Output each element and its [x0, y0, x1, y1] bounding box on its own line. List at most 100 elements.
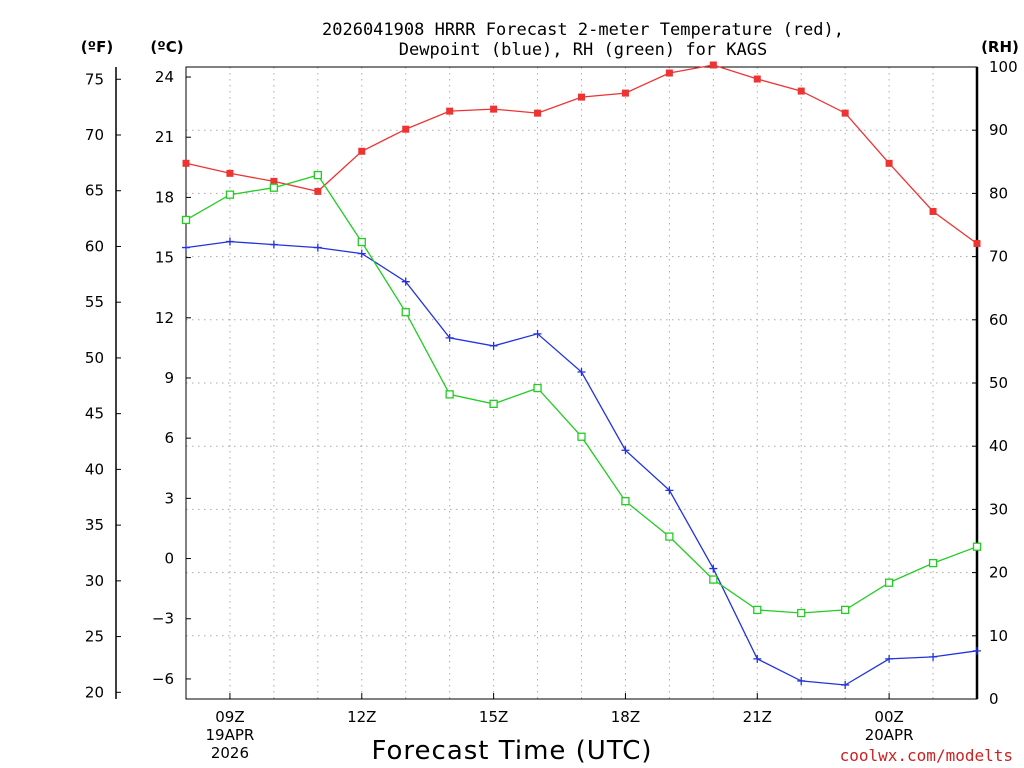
rh-point: [928, 558, 938, 568]
rh-point: [313, 170, 322, 180]
temperature-point: [797, 87, 805, 95]
fahrenheit-tick-label: 70: [85, 126, 104, 144]
dewpoint-point: [445, 333, 454, 342]
rh-point: [533, 383, 542, 393]
x-tick-label: 09Z: [215, 708, 244, 726]
temperature-point: [973, 240, 981, 248]
x-tick-label: 19APR: [206, 726, 255, 744]
temperature-point: [182, 159, 190, 167]
x-tick-label: 20APR: [865, 726, 914, 744]
x-tick-label: 12Z: [347, 708, 376, 726]
celsius-tick-label: 21: [155, 128, 174, 146]
chart-title-line-1: 2026041908 HRRR Forecast 2-meter Tempera…: [322, 20, 844, 40]
grid-layer: [186, 67, 977, 699]
fahrenheit-tick-label: 45: [85, 405, 104, 423]
fahrenheit-tick-label: 65: [85, 182, 104, 200]
celsius-tick-label: 18: [155, 188, 174, 206]
dewpoint-point: [313, 243, 322, 252]
temperature-point: [578, 93, 585, 101]
celsius-tick-label: −6: [152, 670, 174, 688]
x-tick-label: 00Z: [874, 708, 903, 726]
celsius-tick-label: 9: [164, 369, 174, 387]
fahrenheit-tick-label: 40: [85, 460, 104, 478]
celsius-tick-label: 12: [155, 309, 174, 327]
x-tick-label: 15Z: [479, 708, 508, 726]
rh-point: [709, 575, 718, 584]
celsius-tick-label: 0: [164, 550, 174, 568]
rh-tick-label: 0: [989, 690, 999, 708]
rh-tick-label: 30: [989, 500, 1008, 518]
dewpoint-point: [929, 652, 938, 661]
temperature-point: [358, 147, 366, 155]
dewpoint-point: [841, 680, 850, 689]
rh-point: [577, 432, 586, 441]
series-layer: [181, 61, 982, 689]
fahrenheit-tick-label: 20: [85, 683, 104, 701]
dewpoint-point: [533, 329, 542, 338]
dewpoint-point: [182, 243, 190, 252]
rh-point: [884, 578, 894, 587]
rh-point: [621, 497, 630, 506]
dewpoint-point: [489, 341, 498, 350]
rh-point: [665, 532, 674, 541]
rh-point: [753, 605, 762, 615]
dewpoint-point: [269, 240, 278, 249]
celsius-tick-label: 3: [164, 489, 174, 507]
dewpoint-point: [401, 277, 410, 286]
dewpoint-point: [709, 564, 718, 573]
rh-point: [181, 215, 191, 225]
temperature-point: [446, 107, 454, 115]
rh-point: [269, 183, 279, 192]
rh-point: [401, 308, 410, 317]
dewpoint-point: [357, 249, 366, 258]
temperature-point: [885, 159, 893, 167]
fahrenheit-tick-label: 30: [85, 572, 104, 590]
rh-tick-label: 90: [989, 121, 1008, 139]
rh-tick-label: 50: [989, 374, 1008, 392]
rh-point: [797, 608, 806, 618]
dewpoint-point: [973, 646, 981, 655]
dewpoint-point: [225, 237, 234, 246]
temperature-point: [270, 177, 278, 185]
rh-point: [357, 237, 366, 247]
celsius-tick-label: −3: [152, 610, 174, 628]
rh-point: [489, 399, 498, 409]
dewpoint-point: [621, 446, 630, 455]
rh-tick-label: 100: [989, 58, 1018, 76]
fahrenheit-tick-label: 60: [85, 237, 104, 255]
temperature-point: [490, 105, 498, 113]
celsius-tick-label: 15: [155, 249, 174, 267]
axis-layer: 75706560555045403530252024211815129630−3…: [85, 58, 1018, 762]
fahrenheit-unit-label: (ºF): [81, 38, 113, 56]
chart-title-line-2: Dewpoint (blue), RH (green) for KAGS: [399, 40, 767, 60]
rh-tick-label: 80: [989, 184, 1008, 202]
dewpoint-point: [885, 654, 894, 663]
x-tick-label: 18Z: [611, 708, 640, 726]
celsius-unit-label: (ºC): [150, 38, 183, 56]
rh-tick-label: 10: [989, 627, 1008, 645]
temperature-point: [314, 187, 322, 195]
celsius-tick-label: 24: [155, 68, 174, 86]
fahrenheit-tick-label: 75: [85, 70, 104, 88]
dewpoint-point: [577, 367, 586, 376]
rh-tick-label: 20: [989, 564, 1008, 582]
temperature-point: [621, 89, 629, 97]
rh-point: [445, 390, 454, 399]
x-tick-label: 21Z: [743, 708, 772, 726]
credit-text: coolwx.com/modelts: [840, 746, 1013, 765]
temperature-point: [709, 61, 717, 69]
fahrenheit-tick-label: 25: [85, 628, 104, 646]
rh-tick-label: 70: [989, 248, 1008, 266]
rh-point: [972, 542, 982, 551]
temperature-point: [841, 109, 849, 117]
rh-tick-label: 60: [989, 311, 1008, 329]
dewpoint-point: [753, 654, 762, 663]
dewpoint-point: [797, 676, 806, 685]
temperature-point: [753, 75, 761, 83]
dewpoint-point: [665, 486, 674, 495]
temperature-point: [929, 207, 937, 215]
x-tick-label: 2026: [211, 744, 249, 762]
x-axis-title: Forecast Time (UTC): [371, 736, 652, 766]
